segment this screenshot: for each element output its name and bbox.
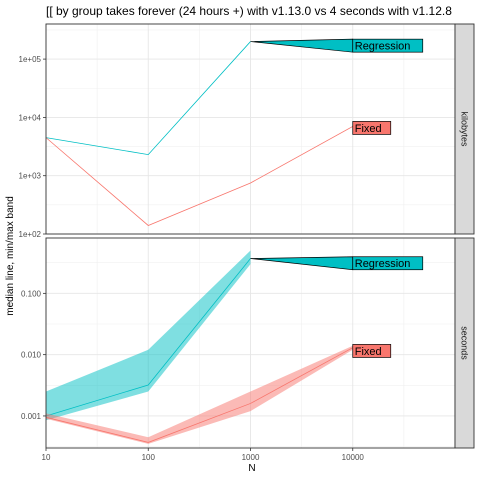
strip-background xyxy=(454,23,475,235)
y-tick-label: 1e+05 xyxy=(19,55,42,64)
x-tick-label: 1000 xyxy=(242,453,260,462)
label-fixed: Fixed xyxy=(352,121,392,135)
label-box xyxy=(352,38,424,53)
x-tick-label: 10 xyxy=(42,453,51,462)
label-text: Fixed xyxy=(355,346,382,358)
label-fixed: Fixed xyxy=(352,344,392,358)
y-axis-title: median line, min/max band xyxy=(5,196,16,316)
y-tick-label: 0.010 xyxy=(21,351,42,360)
y-tick-label: 1e+03 xyxy=(19,172,42,181)
line-regression xyxy=(45,41,251,156)
y-tick-label: 1e+02 xyxy=(19,230,42,239)
panel-seconds: 0.001 0.010 0.100 Regression Fixed seconds xyxy=(21,237,475,449)
label-box xyxy=(352,121,392,135)
label-box xyxy=(352,344,392,358)
label-text: Fixed xyxy=(355,123,382,135)
strip-label: seconds xyxy=(460,326,470,360)
x-tick-label: 10000 xyxy=(342,453,365,462)
y-tick-label: 1e+04 xyxy=(19,113,42,122)
label-text: Regression xyxy=(355,41,411,53)
band-fixed xyxy=(46,345,353,444)
label-text: Regression xyxy=(355,258,411,270)
panel-kilobytes: 1e+02 1e+03 1e+04 1e+05 Regression Fixed kilob… xyxy=(19,23,475,239)
line-regression xyxy=(45,258,251,417)
strip-label: kilobytes xyxy=(460,111,470,147)
y-tick-label: 0.001 xyxy=(21,412,42,421)
chart-title: [[ by group takes forever (24 hours +) w… xyxy=(46,4,452,18)
y-tick-label: 0.100 xyxy=(21,289,42,298)
label-regression: Regression xyxy=(250,38,424,53)
line-fixed xyxy=(45,347,353,443)
panels: 1e+02 1e+03 1e+04 1e+05 Regression Fixed kilob… xyxy=(19,23,475,462)
label-box xyxy=(352,256,424,271)
band-regression xyxy=(46,250,251,421)
strip-background xyxy=(454,237,475,449)
x-tick-label: 100 xyxy=(142,453,156,462)
line-fixed xyxy=(45,126,353,226)
x-axis-title: N xyxy=(248,463,255,474)
label-regression: Regression xyxy=(250,256,424,271)
